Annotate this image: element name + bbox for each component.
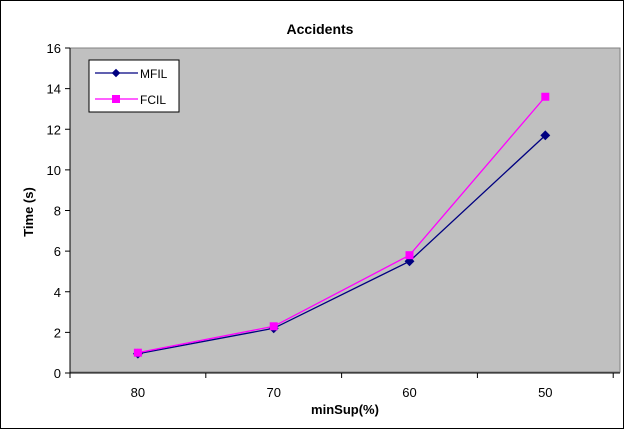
y-axis-label: Time (s) [21,187,36,237]
chart-title: Accidents [287,21,354,37]
data-point-fcil [541,92,550,101]
y-tick-label: 10 [47,163,61,178]
legend: MFIL FCIL [88,59,180,113]
data-point-fcil [133,348,142,357]
legend-marker-fcil [112,95,120,103]
series-line-mfil [137,134,546,355]
y-tick-label: 16 [47,41,61,56]
data-point-fcil [269,322,278,331]
y-tick-label: 12 [47,122,61,137]
y-tick-label: 14 [47,82,61,97]
legend-box [88,59,180,113]
x-tick-label: 60 [402,385,416,400]
legend-label-mfil: MFIL [140,67,168,81]
y-tick-label: 2 [54,325,61,340]
x-tick-label: 70 [266,385,280,400]
data-point-mfil [540,130,551,141]
x-axis-label: minSup(%) [311,402,379,417]
legend-label-fcil: FCIL [140,93,166,107]
y-tick-label: 8 [54,204,61,219]
x-tick-label: 80 [131,385,145,400]
data-point-fcil [405,251,414,260]
x-tick-label: 50 [538,385,552,400]
series-line-fcil [137,96,546,354]
legend-marker-mfil [111,68,121,78]
y-tick-label: 6 [54,244,61,259]
y-tick-label: 0 [54,366,61,381]
y-tick-label: 4 [54,285,61,300]
